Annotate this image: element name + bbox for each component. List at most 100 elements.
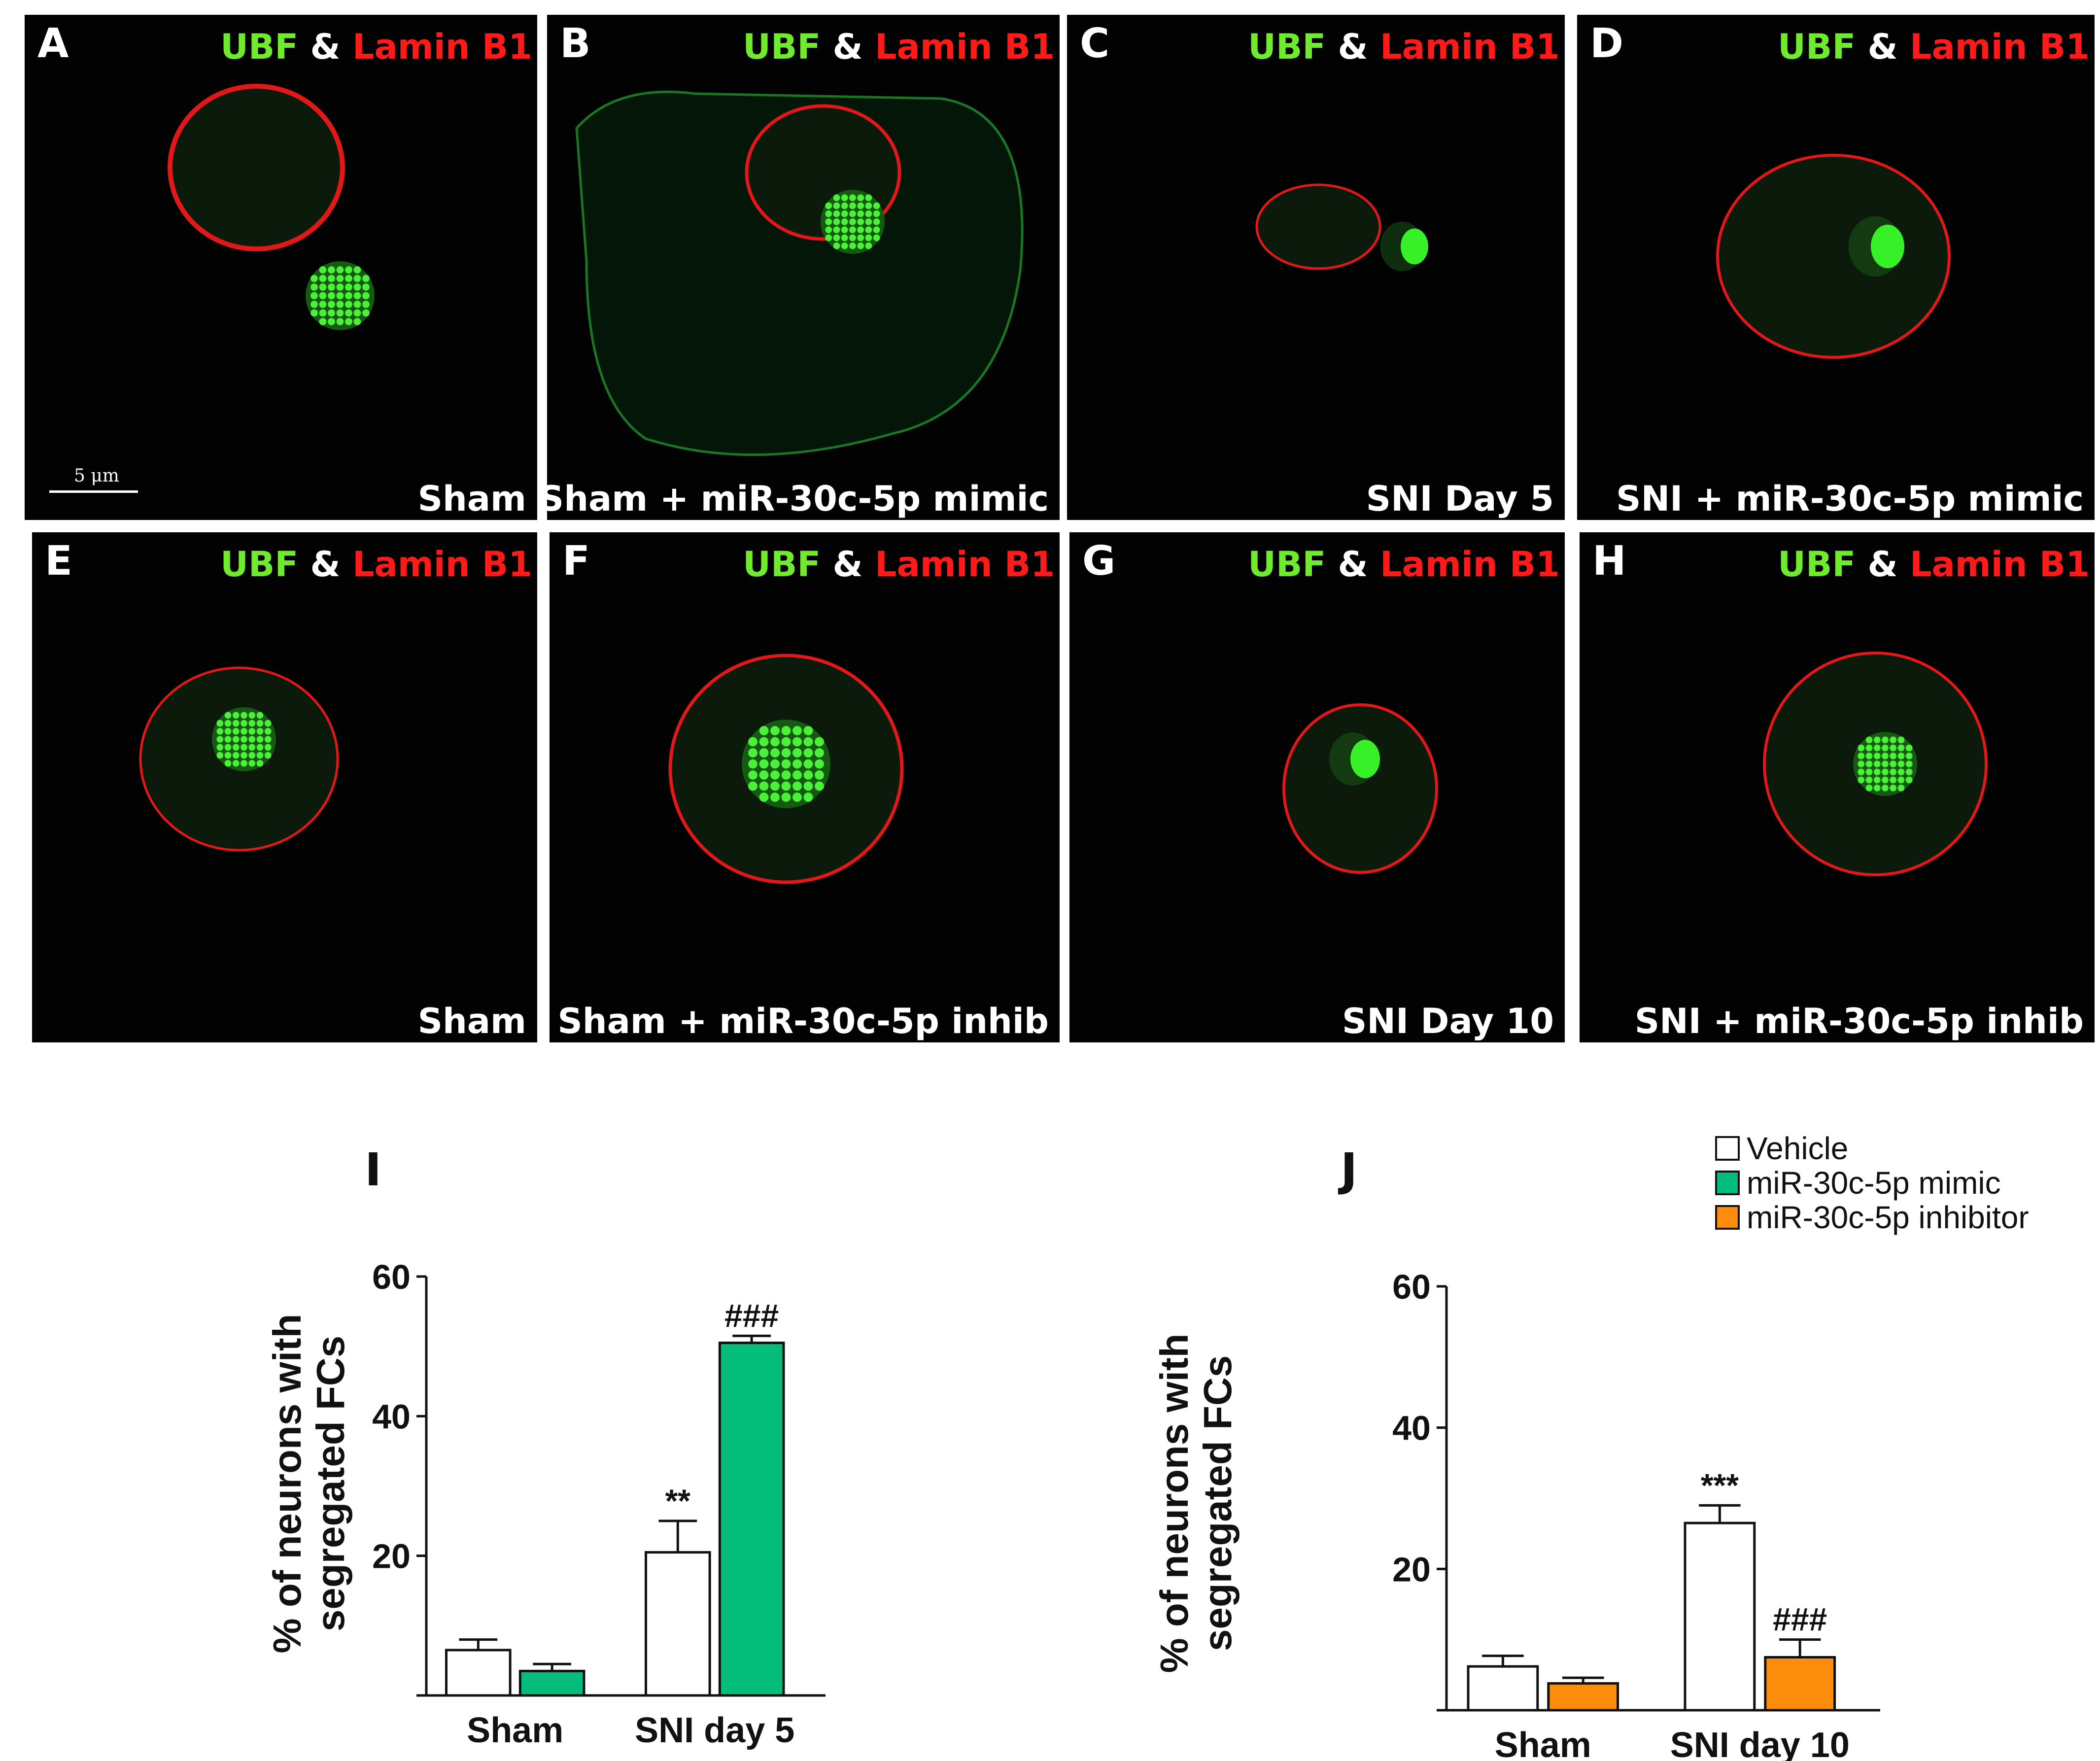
stain-label: UBF & Lamin B1 xyxy=(220,30,532,64)
y-axis-label: % of neurons withsegregated FCs xyxy=(1152,1334,1239,1673)
chart-i-letter: I xyxy=(365,1143,382,1196)
stain-amp: & xyxy=(832,544,863,585)
condition-label: Sham + miR-30c-5p inhib xyxy=(557,1001,1049,1041)
panel-letter: G xyxy=(1082,538,1116,585)
y-tick-label: 20 xyxy=(372,1537,411,1576)
legend-item-inhibitor: miR-30c-5p inhibitor xyxy=(1715,1200,2029,1235)
micrograph-image xyxy=(1763,652,1988,876)
legend-item-vehicle: Vehicle xyxy=(1715,1131,2029,1166)
stain-red: Lamin B1 xyxy=(1379,27,1560,67)
significance-label: ** xyxy=(665,1483,691,1519)
stain-red: Lamin B1 xyxy=(352,27,532,67)
micrograph-image xyxy=(168,84,375,330)
stain-red: Lamin B1 xyxy=(874,27,1055,67)
bar-mir-30c-5p-mimic-0 xyxy=(518,1669,585,1697)
condition-label: SNI + miR-30c-5p mimic xyxy=(1616,478,2084,519)
stain-label: UBF & Lamin B1 xyxy=(743,30,1055,64)
panel-letter: B xyxy=(560,20,591,67)
micrograph-panel-g: G UBF & Lamin B1 SNI Day 10 xyxy=(1069,532,1565,1042)
stain-label: UBF & Lamin B1 xyxy=(220,547,532,582)
stain-green: UBF xyxy=(743,27,821,67)
condition-label: SNI Day 5 xyxy=(1366,478,1554,519)
bar-mir-30c-5p-inhibitor-0 xyxy=(1547,1682,1619,1712)
micrograph-panel-e: E UBF & Lamin B1 Sham xyxy=(32,532,537,1042)
category-label: Sham xyxy=(1495,1726,1591,1761)
bar-vehicle-1 xyxy=(1684,1521,1756,1712)
legend-label: Vehicle xyxy=(1747,1131,1849,1166)
stain-amp: & xyxy=(310,544,341,585)
legend: Vehicle miR-30c-5p mimic miR-30c-5p inhi… xyxy=(1715,1131,2029,1235)
panel-letter: C xyxy=(1080,20,1110,67)
scale-bar-label: 5 μm xyxy=(74,466,119,486)
category-label: SNI day 5 xyxy=(635,1711,794,1750)
condition-label: SNI + miR-30c-5p inhib xyxy=(1634,1001,2084,1041)
micrograph-panel-f: F UBF & Lamin B1 Sham + miR-30c-5p inhib xyxy=(550,532,1060,1042)
stain-amp: & xyxy=(1338,27,1368,67)
condition-label: SNI Day 10 xyxy=(1342,1001,1554,1041)
chart-j-letter: J xyxy=(1341,1143,1358,1196)
y-tick-label: 20 xyxy=(1392,1550,1431,1588)
micrograph-image xyxy=(1255,183,1428,272)
stain-amp: & xyxy=(1338,544,1368,585)
stain-green: UBF xyxy=(1778,544,1856,585)
y-tick-label: 40 xyxy=(1392,1409,1431,1448)
scale-bar xyxy=(49,490,138,493)
y-tick-label: 60 xyxy=(1392,1268,1431,1306)
micrograph-panel-b: B UBF & Lamin B1 Sham + miR-30c-5p mimic xyxy=(547,15,1060,520)
bar-vehicle-0 xyxy=(445,1649,512,1697)
micrograph-image xyxy=(575,90,1024,456)
micrograph-panel-c: C UBF & Lamin B1 SNI Day 5 xyxy=(1067,15,1565,520)
stain-label: UBF & Lamin B1 xyxy=(743,547,1055,582)
stain-green: UBF xyxy=(1248,544,1326,585)
significance-label: ### xyxy=(1773,1601,1827,1638)
stain-green: UBF xyxy=(1778,27,1856,67)
panel-letter: A xyxy=(37,20,69,67)
stain-label: UBF & Lamin B1 xyxy=(1778,547,2090,582)
bar-vehicle-1 xyxy=(645,1551,711,1697)
stain-label: UBF & Lamin B1 xyxy=(1778,30,2090,64)
micrograph-panel-h: H UBF & Lamin B1 SNI + miR-30c-5p inhib xyxy=(1580,532,2095,1042)
micrograph-panel-d: D UBF & Lamin B1 SNI + miR-30c-5p mimic xyxy=(1577,15,2095,520)
bar-mir-30c-5p-mimic-1 xyxy=(718,1342,785,1697)
stain-green: UBF xyxy=(1248,27,1326,67)
stain-label: UBF & Lamin B1 xyxy=(1248,547,1560,582)
category-label: SNI day 10 xyxy=(1670,1726,1850,1761)
panel-letter: D xyxy=(1590,20,1624,67)
stain-label: UBF & Lamin B1 xyxy=(1248,30,1560,64)
legend-swatch-mimic xyxy=(1715,1171,1740,1195)
legend-swatch-vehicle xyxy=(1715,1136,1740,1161)
stain-green: UBF xyxy=(743,544,821,585)
stain-red: Lamin B1 xyxy=(1379,544,1560,585)
stain-amp: & xyxy=(1867,544,1898,585)
micrograph-image xyxy=(1282,703,1438,874)
panel-letter: H xyxy=(1592,538,1626,585)
panel-letter: E xyxy=(45,538,73,585)
legend-swatch-inhibitor xyxy=(1715,1205,1740,1230)
micrograph-panel-a: A UBF & Lamin B1 Sham 5 μm xyxy=(25,15,537,520)
stain-green: UBF xyxy=(220,27,299,67)
condition-label: Sham xyxy=(417,1001,526,1041)
stain-green: UBF xyxy=(220,544,299,585)
significance-label: *** xyxy=(1701,1467,1739,1503)
stain-red: Lamin B1 xyxy=(874,544,1055,585)
stain-amp: & xyxy=(1867,27,1898,67)
legend-label: miR-30c-5p inhibitor xyxy=(1747,1200,2029,1235)
bar-mir-30c-5p-inhibitor-1 xyxy=(1764,1656,1836,1712)
bar-vehicle-0 xyxy=(1467,1665,1539,1712)
panel-letter: F xyxy=(562,538,590,585)
condition-label: Sham + miR-30c-5p mimic xyxy=(547,478,1049,519)
micrograph-image xyxy=(139,666,339,852)
category-label: Sham xyxy=(467,1711,563,1750)
stain-red: Lamin B1 xyxy=(1909,27,2090,67)
stain-red: Lamin B1 xyxy=(352,544,532,585)
stain-amp: & xyxy=(832,27,863,67)
condition-label: Sham xyxy=(417,478,526,519)
stain-amp: & xyxy=(310,27,341,67)
y-tick-label: 40 xyxy=(372,1397,411,1436)
y-axis-label: % of neurons withsegregated FCs xyxy=(265,1314,352,1654)
y-tick-label: 60 xyxy=(372,1258,411,1296)
significance-label: ### xyxy=(724,1297,779,1334)
legend-label: miR-30c-5p mimic xyxy=(1747,1165,2001,1201)
micrograph-image xyxy=(1716,154,1951,359)
stain-red: Lamin B1 xyxy=(1909,544,2090,585)
